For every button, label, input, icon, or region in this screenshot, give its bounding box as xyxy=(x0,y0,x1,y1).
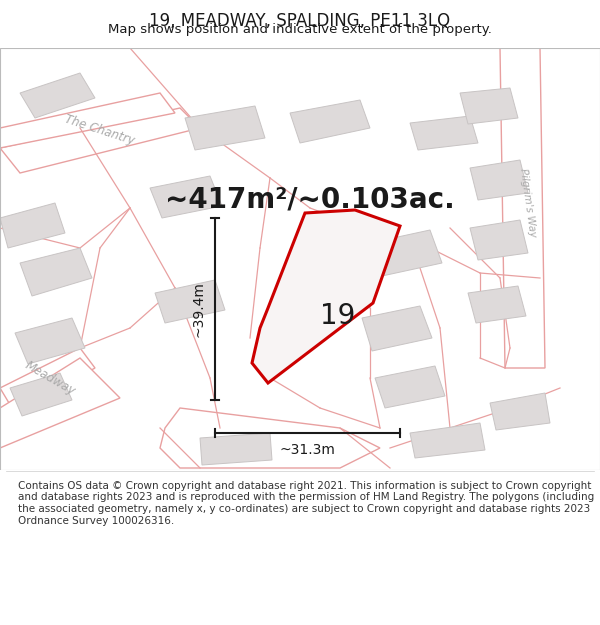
Polygon shape xyxy=(15,318,85,364)
Text: ~417m²/~0.103ac.: ~417m²/~0.103ac. xyxy=(165,186,455,214)
Text: ~31.3m: ~31.3m xyxy=(280,443,335,457)
Polygon shape xyxy=(468,286,526,323)
Polygon shape xyxy=(252,210,400,383)
Polygon shape xyxy=(160,408,380,468)
Text: Pilgrim's Way: Pilgrim's Way xyxy=(518,168,538,238)
Polygon shape xyxy=(0,348,95,413)
Polygon shape xyxy=(150,176,222,218)
Text: The Chantry: The Chantry xyxy=(64,112,137,148)
Polygon shape xyxy=(500,48,545,368)
Polygon shape xyxy=(0,358,120,448)
Text: Contains OS data © Crown copyright and database right 2021. This information is : Contains OS data © Crown copyright and d… xyxy=(18,481,594,526)
Polygon shape xyxy=(0,203,65,248)
Polygon shape xyxy=(20,248,92,296)
Polygon shape xyxy=(460,88,518,124)
Polygon shape xyxy=(10,373,72,416)
Text: ~39.4m: ~39.4m xyxy=(191,281,205,337)
Polygon shape xyxy=(0,93,175,148)
Polygon shape xyxy=(370,230,442,276)
Polygon shape xyxy=(375,366,445,408)
Polygon shape xyxy=(470,220,528,260)
Polygon shape xyxy=(185,106,265,150)
Polygon shape xyxy=(410,116,478,150)
Polygon shape xyxy=(362,306,432,351)
Text: 19: 19 xyxy=(320,302,356,330)
Polygon shape xyxy=(0,108,200,173)
Text: Meadway: Meadway xyxy=(23,358,77,398)
Text: 19, MEADWAY, SPALDING, PE11 3LQ: 19, MEADWAY, SPALDING, PE11 3LQ xyxy=(149,12,451,30)
Polygon shape xyxy=(290,100,370,143)
Text: Map shows position and indicative extent of the property.: Map shows position and indicative extent… xyxy=(108,23,492,36)
Polygon shape xyxy=(155,280,225,323)
Polygon shape xyxy=(470,160,528,200)
Polygon shape xyxy=(200,433,272,465)
Polygon shape xyxy=(20,73,95,118)
Polygon shape xyxy=(410,423,485,458)
Polygon shape xyxy=(490,393,550,430)
